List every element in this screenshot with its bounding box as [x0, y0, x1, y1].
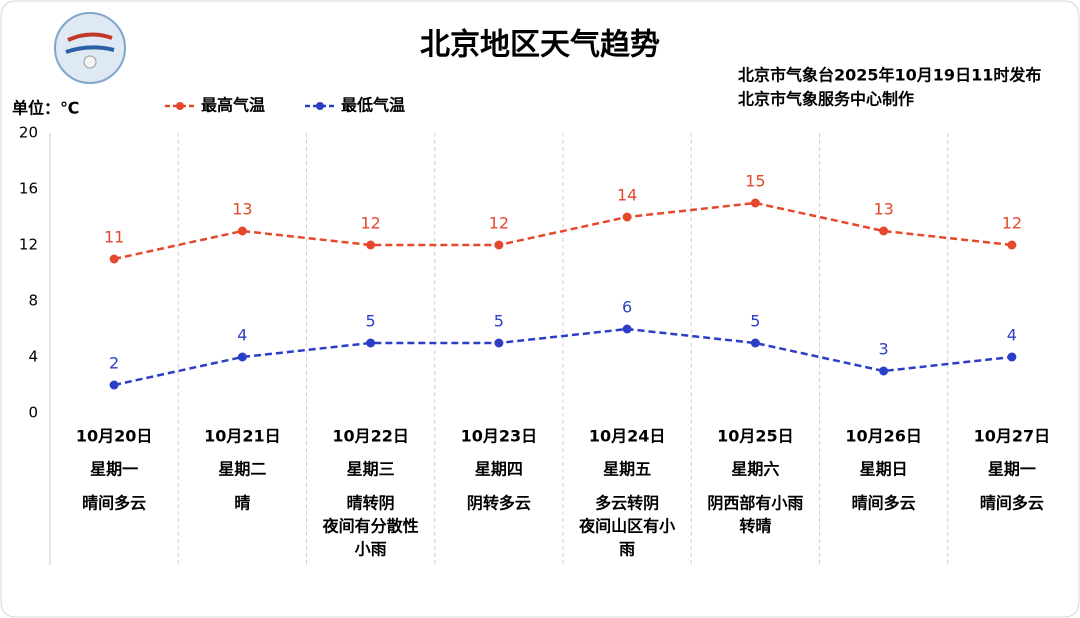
note: 北京市气象台2025年10月19日11时发布 [738, 66, 1041, 85]
y-tick-label: 20 [19, 124, 38, 142]
value-label: 4 [237, 326, 247, 345]
point [879, 226, 889, 236]
value-label: 14 [617, 186, 637, 205]
point [237, 352, 247, 362]
weekday: 星期日 [860, 460, 908, 479]
value-label: 13 [873, 200, 893, 219]
x-tick-label: 10月26日 [845, 427, 922, 446]
weather: 多云转阴 [595, 494, 659, 513]
weekday: 星期五 [603, 460, 651, 479]
note: 北京市气象服务中心制作 [738, 90, 914, 109]
unit-label: 单位：℃ [12, 99, 79, 118]
weather: 晴转阴 [347, 494, 395, 513]
value-label: 11 [104, 228, 124, 247]
value-label: 6 [622, 298, 632, 317]
point [1007, 352, 1017, 362]
point [494, 240, 504, 250]
x-tick-label: 10月21日 [204, 427, 281, 446]
weather: 雨 [619, 540, 635, 559]
y-tick-label: 4 [28, 348, 38, 366]
value-label: 15 [745, 172, 765, 191]
y-tick-label: 12 [19, 236, 38, 254]
legend-label: 最低气温 [341, 96, 405, 115]
x-tick-label: 10月22日 [332, 427, 409, 446]
x-tick-label: 10月24日 [589, 427, 666, 446]
point [109, 380, 119, 390]
weekday: 星期三 [347, 460, 395, 479]
value-label: 12 [1002, 214, 1022, 233]
chart-title: 北京地区天气趋势 [420, 28, 660, 63]
point [1007, 240, 1017, 250]
point [622, 324, 632, 334]
x-tick-label: 10月23日 [461, 427, 538, 446]
weekday: 星期一 [90, 460, 138, 479]
point [366, 338, 376, 348]
weather: 转晴 [739, 517, 771, 536]
value-label: 5 [366, 312, 376, 331]
value-label: 5 [494, 312, 504, 331]
weather: 晴间多云 [82, 494, 146, 513]
value-label: 13 [232, 200, 252, 219]
y-tick-label: 16 [19, 180, 38, 198]
weather: 阴西部有小雨 [707, 494, 803, 513]
point [109, 254, 119, 264]
x-tick-label: 10月20日 [76, 427, 153, 446]
value-label: 3 [879, 340, 889, 359]
point [237, 226, 247, 236]
weather: 晴间多云 [980, 494, 1044, 513]
y-tick-label: 0 [28, 404, 38, 422]
point [750, 338, 760, 348]
weekday: 星期二 [218, 460, 266, 479]
weekday: 星期一 [988, 460, 1036, 479]
value-label: 4 [1007, 326, 1017, 345]
weather: 晴 [234, 494, 250, 513]
point [366, 240, 376, 250]
legend-dot [316, 102, 324, 110]
legend-label: 最高气温 [201, 96, 265, 115]
weather: 小雨 [355, 540, 387, 559]
weather: 阴转多云 [467, 494, 531, 513]
weather: 夜间山区有小 [578, 517, 675, 536]
legend-dot [176, 102, 184, 110]
weather: 夜间有分散性 [322, 517, 419, 536]
weekday: 星期四 [475, 460, 523, 479]
value-label: 5 [750, 312, 760, 331]
x-tick-label: 10月25日 [717, 427, 794, 446]
series-line [113, 201, 1013, 261]
value-label: 12 [360, 214, 380, 233]
weekday: 星期六 [731, 460, 779, 479]
point [494, 338, 504, 348]
logo [54, 12, 126, 84]
point [750, 198, 760, 208]
series-line [113, 327, 1013, 387]
weather: 晴间多云 [852, 494, 916, 513]
value-label: 2 [109, 354, 119, 373]
value-label: 12 [489, 214, 509, 233]
y-tick-label: 8 [28, 292, 38, 310]
x-tick-label: 10月27日 [974, 427, 1051, 446]
point [879, 366, 889, 376]
point [622, 212, 632, 222]
